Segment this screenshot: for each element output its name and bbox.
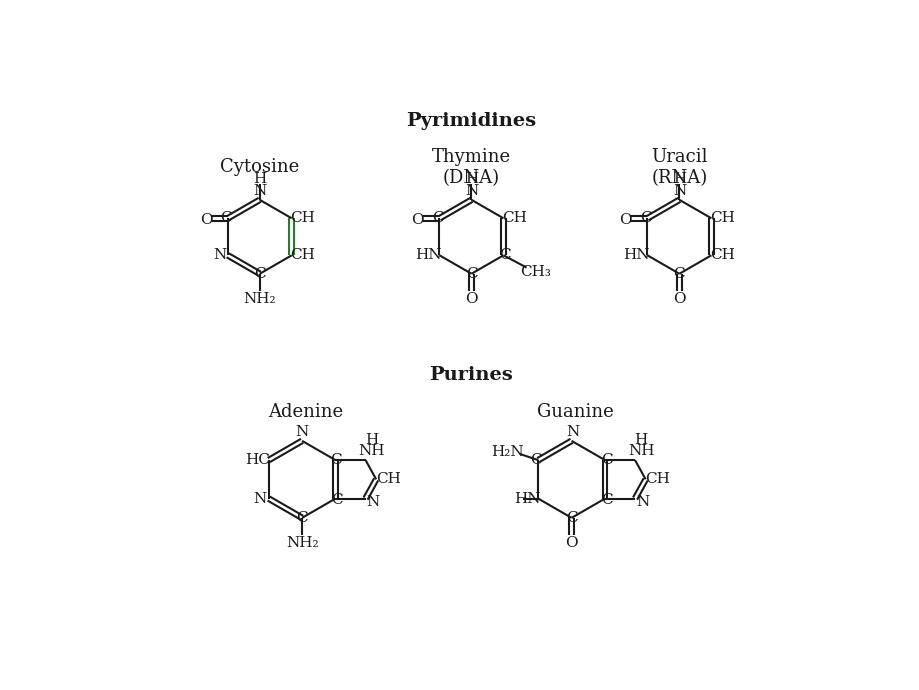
Text: Thymine
(DNA): Thymine (DNA) <box>431 148 511 187</box>
Text: C: C <box>499 248 510 262</box>
Text: N: N <box>295 424 309 439</box>
Text: O: O <box>564 536 577 550</box>
Text: C: C <box>221 211 232 226</box>
Text: C: C <box>600 493 612 507</box>
Text: H: H <box>634 433 647 447</box>
Text: NH₂: NH₂ <box>244 292 276 306</box>
Text: N: N <box>253 491 266 506</box>
Text: H: H <box>253 172 267 186</box>
Text: CH: CH <box>289 248 314 262</box>
Text: C: C <box>331 493 343 507</box>
Text: N: N <box>464 184 478 197</box>
Text: C: C <box>465 267 477 281</box>
Text: C: C <box>432 211 443 226</box>
Text: CH: CH <box>501 211 527 226</box>
Text: Pyrimidines: Pyrimidines <box>406 112 536 130</box>
Text: CH: CH <box>709 211 734 226</box>
Text: H: H <box>672 172 686 186</box>
Text: N: N <box>672 184 686 197</box>
Text: Uracil
(RNA): Uracil (RNA) <box>651 148 707 187</box>
Text: C: C <box>529 453 541 467</box>
Text: NH: NH <box>628 444 653 458</box>
Text: Adenine: Adenine <box>268 402 343 421</box>
Text: O: O <box>673 292 685 306</box>
Text: N: N <box>566 424 579 439</box>
Text: C: C <box>329 453 341 467</box>
Text: C: C <box>640 211 651 226</box>
Text: N: N <box>253 184 267 197</box>
Text: Guanine: Guanine <box>537 402 613 421</box>
Text: O: O <box>199 213 212 227</box>
Text: C: C <box>296 511 308 525</box>
Text: C: C <box>254 267 266 281</box>
Text: N: N <box>635 495 649 509</box>
Text: CH₃: CH₃ <box>520 265 550 279</box>
Text: CH: CH <box>709 248 734 262</box>
Text: CH: CH <box>645 473 670 486</box>
Text: C: C <box>600 453 612 467</box>
Text: H₂N: H₂N <box>491 446 523 460</box>
Text: CH: CH <box>289 211 314 226</box>
Text: O: O <box>411 213 424 227</box>
Text: CH: CH <box>376 473 401 486</box>
Text: HC: HC <box>245 453 270 467</box>
Text: N: N <box>213 248 226 262</box>
Text: HN: HN <box>415 248 441 262</box>
Text: H: H <box>464 172 478 186</box>
Text: HN: HN <box>623 248 649 262</box>
Text: H: H <box>365 433 378 447</box>
Text: Cytosine: Cytosine <box>220 159 299 177</box>
Text: N: N <box>367 495 380 509</box>
Text: NH: NH <box>358 444 384 458</box>
Text: O: O <box>465 292 477 306</box>
Text: C: C <box>565 511 577 525</box>
Text: NH₂: NH₂ <box>286 536 318 550</box>
Text: Purines: Purines <box>429 366 513 384</box>
Text: HN: HN <box>514 491 540 506</box>
Text: O: O <box>618 213 631 227</box>
Text: C: C <box>673 267 685 281</box>
